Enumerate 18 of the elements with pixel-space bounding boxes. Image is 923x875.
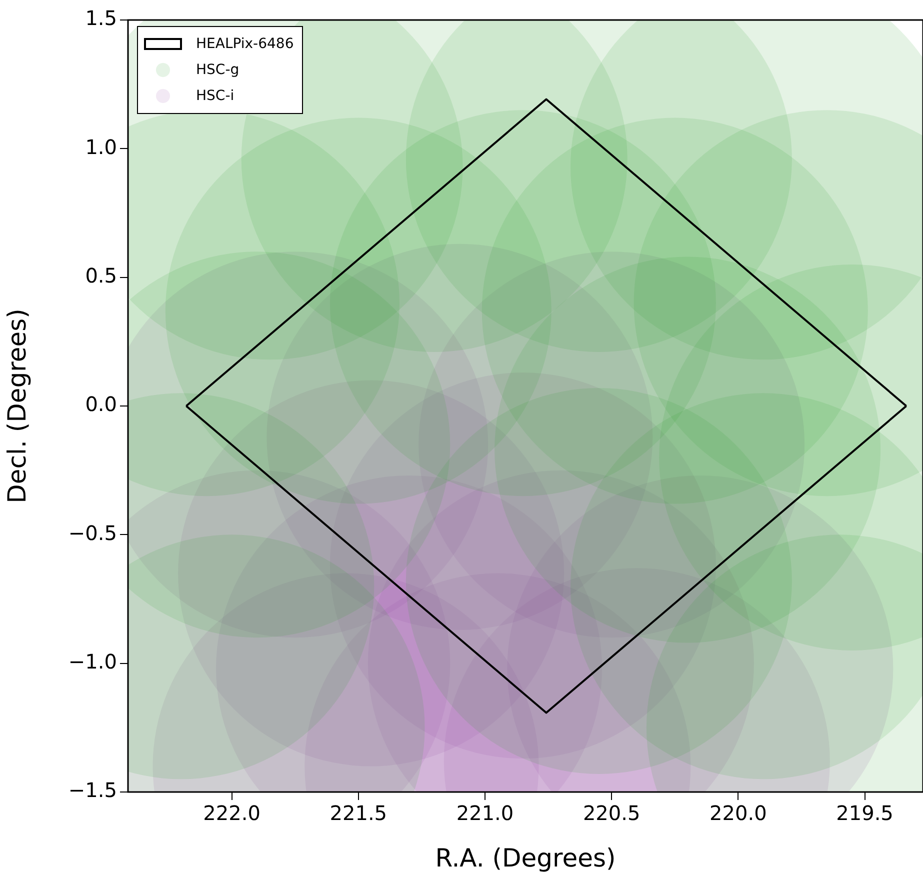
x-axis-title: R.A. (Degrees) bbox=[435, 844, 616, 872]
x-tick-label: 219.5 bbox=[836, 801, 894, 826]
legend-label: HEALPix-6486 bbox=[196, 35, 294, 54]
y-tick-label: −0.5 bbox=[68, 520, 117, 545]
y-tick-label: −1.0 bbox=[68, 650, 117, 674]
x-tick-label: 221.5 bbox=[330, 801, 388, 826]
y-tick-label: 1.0 bbox=[85, 134, 117, 159]
legend-label: HSC-g bbox=[196, 61, 240, 80]
y-tick-label: 0.0 bbox=[85, 392, 117, 416]
y-axis-title: Decl. (Degrees) bbox=[2, 308, 32, 504]
y-tick-label: −1.5 bbox=[68, 778, 117, 802]
x-tick-label: 220.5 bbox=[582, 801, 640, 826]
x-tick-label: 221.0 bbox=[456, 801, 514, 826]
y-tick-label: 1.5 bbox=[85, 6, 117, 30]
legend-label: HSC-i bbox=[196, 87, 234, 106]
x-tick-label: 220.0 bbox=[710, 801, 767, 826]
x-tick-label: 222.0 bbox=[203, 801, 260, 826]
y-tick-label: 0.5 bbox=[85, 264, 117, 288]
